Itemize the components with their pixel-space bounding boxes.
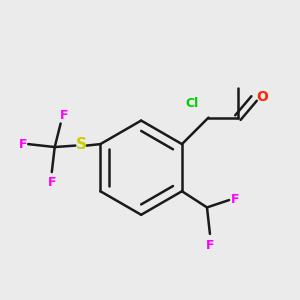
Text: F: F (19, 138, 27, 151)
Text: S: S (76, 136, 87, 152)
Text: F: F (47, 176, 56, 190)
Text: F: F (60, 109, 68, 122)
Text: F: F (206, 239, 215, 252)
Text: F: F (231, 193, 239, 206)
Text: O: O (256, 90, 268, 104)
Text: Cl: Cl (186, 97, 199, 110)
